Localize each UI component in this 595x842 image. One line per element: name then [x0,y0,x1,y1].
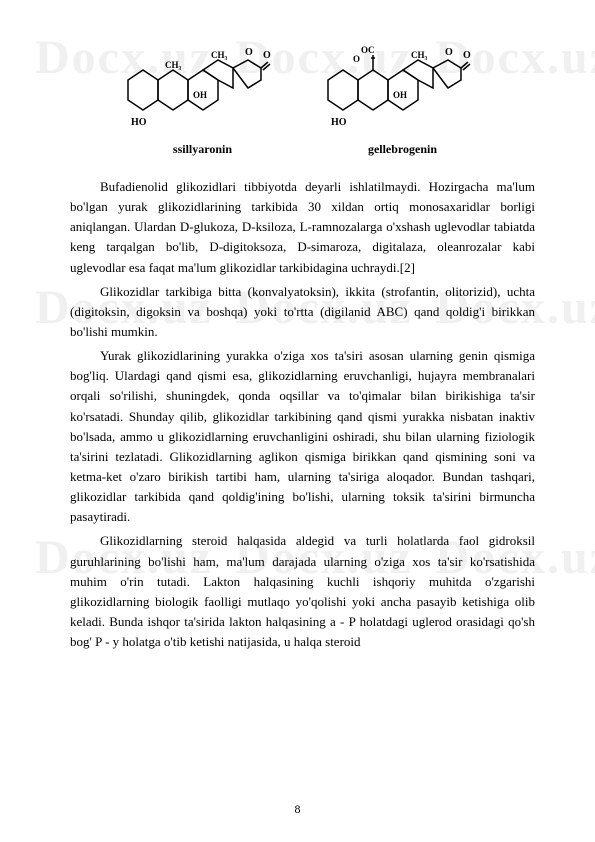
svg-text:O: O [263,50,271,61]
svg-text:CH₃: CH₃ [165,60,182,70]
svg-text:O: O [463,50,471,61]
molecule-right: HO OH OC O CH₃ O O gellebrogenin [323,40,483,157]
paragraph-4: Glikozidlarning steroid halqasida aldegi… [70,531,535,652]
molecule-diagrams: HO OH CH₃ CH₃ O O ssillyaronin [70,40,535,157]
svg-text:CH₃: CH₃ [211,50,228,60]
molecule-structure-right: HO OH OC O CH₃ O O [323,40,483,140]
paragraph-3: Yurak glikozidlarining yurakka o'ziga xo… [70,346,535,527]
svg-text:HO: HO [131,117,147,128]
svg-text:O: O [445,47,453,58]
svg-text:HO: HO [331,117,347,128]
paragraph-2: Glikozidlar tarkibiga bitta (konvalyatok… [70,282,535,342]
svg-text:CH₃: CH₃ [411,50,428,60]
svg-text:OH: OH [393,90,407,100]
svg-text:O: O [245,47,253,58]
molecule-left: HO OH CH₃ CH₃ O O ssillyaronin [123,40,283,157]
paragraph-1: Bufadienolid glikozidlari tibbiyotda dey… [70,177,535,278]
svg-text:OC: OC [361,45,375,55]
molecule-right-label: gellebrogenin [368,142,437,157]
svg-text:OH: OH [193,90,207,100]
page-number: 8 [295,802,301,817]
svg-text:O: O [353,54,360,64]
molecule-structure-left: HO OH CH₃ CH₃ O O [123,40,283,140]
molecule-left-label: ssillyaronin [173,142,232,157]
page-content: HO OH CH₃ CH₃ O O ssillyaronin [0,0,595,686]
